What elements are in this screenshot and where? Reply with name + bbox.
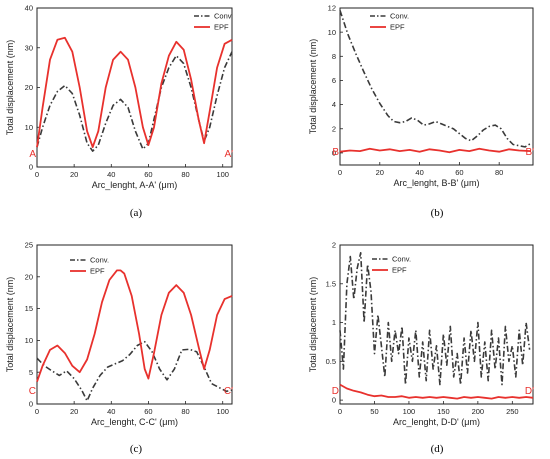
y-tick-label-a: 10 xyxy=(25,123,33,132)
chart-panel-b: 0 20 40 60 80 0 2 4 6 8 10 12 Arc_lenght, B-B' (μm) T… xyxy=(308,4,534,219)
series-line-conv-c xyxy=(36,340,233,402)
x-tick-label-a: 80 xyxy=(181,170,189,179)
plot-frame-b xyxy=(339,7,534,166)
x-tick-label-b: 40 xyxy=(415,168,423,177)
x-tick-label-a: 60 xyxy=(144,170,152,179)
y-axis-title-b: Total displacement (nm) xyxy=(308,39,318,135)
legend-label-conv-c: Conv. xyxy=(90,256,109,265)
legend-label-conv-d: Conv. xyxy=(392,255,411,264)
corner-label-start-b: B xyxy=(332,147,339,158)
x-tick-label-c: 100 xyxy=(216,407,229,416)
x-tick-label-d: 0 xyxy=(338,407,342,416)
x-tick-label-a: 100 xyxy=(216,170,229,179)
legend-label-conv-a: Conv. xyxy=(214,12,233,21)
x-axis-title-a: Arc_lenght, A-A' (μm) xyxy=(92,180,177,190)
legend-label-epf-c: EPF xyxy=(90,267,105,276)
y-tick-label-a: 30 xyxy=(25,43,33,52)
x-tick-label-b: 0 xyxy=(338,168,342,177)
x-tick-label-d: 150 xyxy=(437,407,450,416)
series-line-conv-b xyxy=(339,10,532,148)
y-tick-label-b: 10 xyxy=(328,28,336,37)
corner-label-start-d: D xyxy=(332,386,339,397)
y-tick-label-b: 12 xyxy=(328,4,336,13)
x-axis-title-b: Arc_lenght, B-B' (μm) xyxy=(394,178,480,188)
y-tick-label-d: 0 xyxy=(332,396,336,405)
y-axis-title-d: Total displacement (nm) xyxy=(308,277,318,373)
y-tick-label-d: 0.5 xyxy=(326,357,336,366)
legend-label-epf-b: EPF xyxy=(390,23,405,32)
y-tick-label-a: 40 xyxy=(25,4,33,13)
corner-label-start-c: C xyxy=(29,386,36,397)
x-tick-label-d: 100 xyxy=(403,407,416,416)
legend-label-conv-b: Conv. xyxy=(390,12,409,21)
series-line-conv-d xyxy=(339,252,531,386)
x-tick-label-b: 80 xyxy=(495,168,503,177)
y-tick-label-a: 0 xyxy=(29,163,33,172)
caption-c: (c) xyxy=(130,443,143,455)
y-tick-label-a: 20 xyxy=(25,83,33,92)
y-tick-label-b: 0 xyxy=(332,149,336,158)
y-tick-label-c: 5 xyxy=(29,368,33,377)
legend-label-epf-d: EPF xyxy=(392,266,407,275)
chart-panel-c: 0 20 40 60 80 100 0 5 10 15 20 25 Arc_lenght, C-C' (… xyxy=(5,241,233,455)
corner-label-end-d: D′ xyxy=(525,386,534,397)
y-tick-label-d: 1.5 xyxy=(326,279,336,288)
x-tick-label-b: 60 xyxy=(455,168,463,177)
series-line-epf-b xyxy=(339,147,532,154)
x-tick-label-c: 80 xyxy=(181,407,189,416)
x-tick-label-d: 50 xyxy=(370,407,378,416)
series-line-epf-c xyxy=(36,269,233,382)
y-tick-label-c: 10 xyxy=(25,336,33,345)
y-axis-title-c: Total displacement (nm) xyxy=(5,277,15,373)
x-axis-title-d: Arc_lenght, D-D' (μm) xyxy=(393,417,480,427)
y-tick-label-b: 4 xyxy=(332,100,336,109)
plot-frame-c xyxy=(36,244,233,405)
x-tick-label-c: 0 xyxy=(35,407,39,416)
y-tick-label-d: 1 xyxy=(332,318,336,327)
plot-frame-d xyxy=(339,244,534,405)
series-line-epf-d xyxy=(339,383,534,400)
x-tick-label-d: 250 xyxy=(506,407,519,416)
legend-label-epf-a: EPF xyxy=(214,23,229,32)
x-tick-label-c: 20 xyxy=(70,407,78,416)
x-tick-label-a: 40 xyxy=(107,170,115,179)
corner-label-end-b: B′ xyxy=(525,147,534,158)
caption-b: (b) xyxy=(431,207,444,219)
x-tick-label-a: 0 xyxy=(35,170,39,179)
series-line-epf-a xyxy=(36,36,233,148)
corner-label-end-a: A′ xyxy=(224,149,233,160)
x-tick-label-a: 20 xyxy=(70,170,78,179)
corner-label-end-c: C′ xyxy=(224,386,233,397)
y-tick-label-c: 0 xyxy=(29,400,33,409)
caption-a: (a) xyxy=(130,207,143,219)
y-tick-label-b: 6 xyxy=(332,76,336,85)
y-tick-label-d: 2 xyxy=(332,241,336,250)
chart-panel-d: 0 50 100 150 200 250 0 0.5 1 1.5 2 Arc_lenght, D-D'… xyxy=(308,241,534,455)
corner-label-start-a: A xyxy=(29,149,36,160)
y-tick-label-b: 2 xyxy=(332,124,336,133)
y-tick-label-c: 15 xyxy=(25,304,33,313)
x-tick-label-d: 200 xyxy=(472,407,485,416)
caption-d: (d) xyxy=(431,443,444,455)
y-tick-label-c: 25 xyxy=(25,241,33,250)
x-tick-label-c: 40 xyxy=(107,407,115,416)
x-tick-label-b: 20 xyxy=(376,168,384,177)
x-axis-title-c: Arc_lenght, C-C' (μm) xyxy=(91,417,178,427)
x-tick-label-c: 60 xyxy=(144,407,152,416)
y-axis-title-a: Total displacement (nm) xyxy=(5,40,15,136)
y-tick-label-b: 8 xyxy=(332,52,336,61)
y-tick-label-c: 20 xyxy=(25,272,33,281)
